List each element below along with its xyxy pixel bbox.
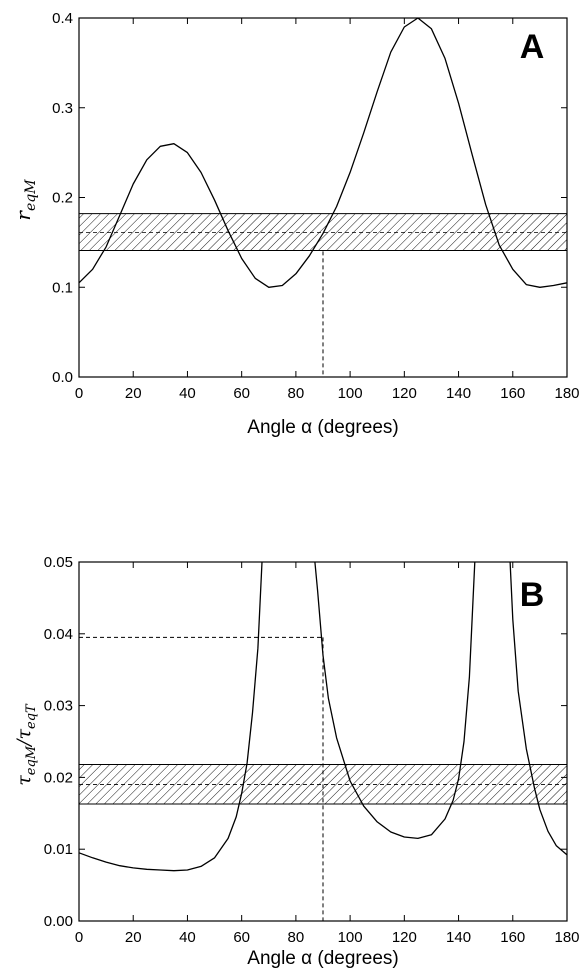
chart-a: 0 20 40 60 80 100 120 140 160 1800.00.10.20.30.4 … — [11, 10, 580, 438]
y-tick-label: 0.1 — [52, 279, 73, 296]
y-tick-label: 0.0 — [52, 369, 73, 386]
x-tick-label: 20 — [125, 385, 142, 402]
x-tick-label: 60 — [233, 929, 250, 946]
chart-a-hatched-band — [79, 213, 567, 251]
x-tick-label: 60 — [233, 385, 250, 402]
chart-b-series — [78, 561, 568, 872]
x-tick-label: 180 — [554, 385, 579, 402]
x-tick-label: 80 — [288, 385, 305, 402]
x-tick-label: 100 — [338, 385, 363, 402]
x-tick-label: 0 — [75, 385, 83, 402]
x-tick-label: 180 — [554, 929, 579, 946]
x-tick-label: 40 — [179, 929, 196, 946]
chart-b-ticks: 0 20 40 60 80 100 120 140 160 180 0.00 0.01 0.02 0.03… — [44, 554, 580, 946]
chart-a-x-axis-label: Angle α (degrees) — [247, 417, 398, 438]
chart-b-x-axis-label: Angle α (degrees) — [247, 948, 398, 969]
y-tick-label: 0.05 — [44, 554, 73, 571]
chart-a-y-axis-label: reqM — [11, 179, 39, 221]
chart-a-ticks: 0 20 40 60 80 100 120 140 160 180 0.0 0.1 0.2 0.3 0.4 — [52, 10, 579, 402]
y-tick-label: 0.02 — [44, 769, 73, 786]
x-tick-label: 120 — [392, 929, 417, 946]
x-tick-label: 40 — [179, 385, 196, 402]
chart-b-y-axis-label: τeqM/τeqT — [13, 703, 39, 786]
chart-b: 0 20 40 60 80 100 120 140 160 180 0.00 0.01 0.02 0.03… — [13, 554, 580, 969]
series-line-segment-2 — [314, 561, 476, 840]
x-tick-label: 140 — [446, 385, 471, 402]
x-tick-label: 0 — [75, 929, 83, 946]
chart-a-panel-label: A — [520, 28, 545, 66]
x-tick-label: 20 — [125, 929, 142, 946]
y-tick-label: 0.01 — [44, 841, 73, 858]
chart-b-panel-label: B — [520, 576, 545, 614]
x-tick-label: 120 — [392, 385, 417, 402]
chart-b-dashed-guide — [79, 636, 324, 921]
series-line-segment-1 — [78, 561, 263, 872]
y-tick-label: 0.4 — [52, 10, 73, 27]
chart-b-frame — [78, 561, 568, 922]
series-line-segment-3 — [509, 561, 568, 856]
chart-a-series — [78, 17, 568, 288]
x-tick-label: 140 — [446, 929, 471, 946]
x-tick-label: 100 — [338, 929, 363, 946]
y-tick-label: 0.00 — [44, 913, 73, 930]
y-tick-label: 0.3 — [52, 100, 73, 117]
y-tick-label: 0.2 — [52, 190, 73, 207]
x-tick-label: 160 — [500, 929, 525, 946]
y-tick-label: 0.04 — [44, 626, 73, 643]
series-line-segment-1 — [78, 17, 568, 288]
x-tick-label: 80 — [288, 929, 305, 946]
x-tick-label: 160 — [500, 385, 525, 402]
y-tick-label: 0.03 — [44, 698, 73, 715]
